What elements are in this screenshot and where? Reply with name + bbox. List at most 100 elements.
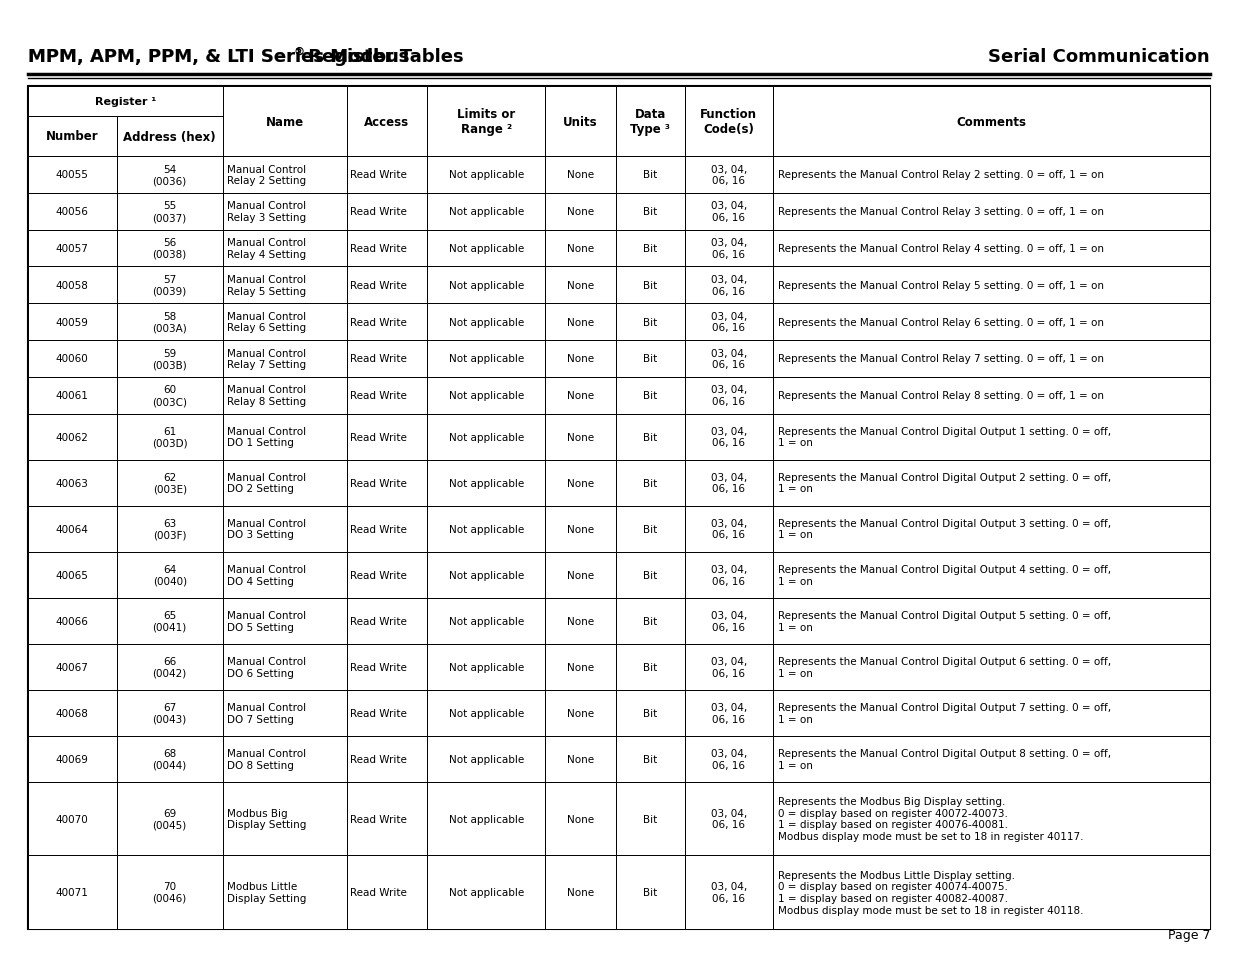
Bar [773,157,1210,193]
Bar [616,415,684,460]
Bar [28,552,116,598]
Bar [773,231,1210,267]
Bar [427,231,545,267]
Bar [222,644,347,690]
Text: 03, 04,
06, 16: 03, 04, 06, 16 [710,882,747,903]
Text: Bit: Bit [643,662,657,672]
Text: Modbus Little
Display Setting: Modbus Little Display Setting [227,882,306,903]
Bar [773,460,1210,506]
Text: Bit: Bit [643,355,657,364]
Text: Read Write: Read Write [350,171,406,180]
Bar [347,856,427,929]
Bar [116,856,222,929]
Bar [116,644,222,690]
Bar [427,736,545,782]
Text: Not applicable: Not applicable [448,814,524,823]
Bar [28,736,116,782]
Bar [773,644,1210,690]
Bar [427,690,545,736]
Bar [773,340,1210,377]
Bar [116,415,222,460]
Text: Represents the Manual Control Relay 7 setting. 0 = off, 1 = on: Represents the Manual Control Relay 7 se… [778,355,1104,364]
Text: Manual Control
Relay 8 Setting: Manual Control Relay 8 Setting [227,385,306,407]
Text: 40062: 40062 [56,433,89,442]
Text: Represents the Manual Control Relay 8 setting. 0 = off, 1 = on: Represents the Manual Control Relay 8 se… [778,391,1104,401]
Bar [545,231,616,267]
Bar [427,460,545,506]
Text: 40071: 40071 [56,887,89,897]
Bar [222,856,347,929]
Text: Manual Control
DO 1 Setting: Manual Control DO 1 Setting [227,426,306,448]
Bar [427,340,545,377]
Text: 03, 04,
06, 16: 03, 04, 06, 16 [710,518,747,540]
Bar [684,157,773,193]
Text: 59
(003B): 59 (003B) [152,348,186,370]
Bar [116,460,222,506]
Bar [616,856,684,929]
Text: Units: Units [563,115,598,129]
Text: None: None [567,754,594,764]
Text: Data
Type ³: Data Type ³ [630,108,671,136]
Bar [116,736,222,782]
Bar [545,87,616,157]
Text: Bit: Bit [643,280,657,291]
Bar [347,340,427,377]
Bar [545,644,616,690]
Text: 03, 04,
06, 16: 03, 04, 06, 16 [710,238,747,259]
Text: Represents the Manual Control Digital Output 4 setting. 0 = off,
1 = on: Represents the Manual Control Digital Ou… [778,564,1112,586]
Text: None: None [567,616,594,626]
Bar [222,690,347,736]
Bar [616,87,684,157]
Text: 03, 04,
06, 16: 03, 04, 06, 16 [710,564,747,586]
Text: 03, 04,
06, 16: 03, 04, 06, 16 [710,274,747,296]
Bar [222,415,347,460]
Text: Not applicable: Not applicable [448,244,524,253]
Bar [347,552,427,598]
Bar [616,304,684,340]
Text: Read Write: Read Write [350,207,406,217]
Text: Represents the Manual Control Digital Output 6 setting. 0 = off,
1 = on: Represents the Manual Control Digital Ou… [778,657,1112,678]
Bar [222,87,347,157]
Text: 56
(0038): 56 (0038) [153,238,186,259]
Bar [347,231,427,267]
Text: None: None [567,280,594,291]
Bar [545,193,616,231]
Bar [347,87,427,117]
Text: None: None [567,814,594,823]
Bar [28,193,116,231]
Text: Manual Control
DO 6 Setting: Manual Control DO 6 Setting [227,657,306,678]
Bar [222,193,347,231]
Text: Bit: Bit [643,708,657,718]
Text: Bit: Bit [643,244,657,253]
Text: Not applicable: Not applicable [448,616,524,626]
Text: Manual Control
Relay 2 Setting: Manual Control Relay 2 Setting [227,165,306,186]
Bar [545,377,616,415]
Text: 03, 04,
06, 16: 03, 04, 06, 16 [710,312,747,334]
Bar [545,690,616,736]
Bar [616,690,684,736]
Text: Represents the Manual Control Relay 2 setting. 0 = off, 1 = on: Represents the Manual Control Relay 2 se… [778,171,1104,180]
Bar [116,340,222,377]
Text: 03, 04,
06, 16: 03, 04, 06, 16 [710,385,747,407]
Text: 65
(0041): 65 (0041) [153,610,186,632]
Bar [222,506,347,552]
Bar [616,644,684,690]
Text: Bit: Bit [643,478,657,488]
Text: Function
Code(s): Function Code(s) [700,108,757,136]
Bar [222,782,347,856]
Text: Represents the Manual Control Relay 5 setting. 0 = off, 1 = on: Represents the Manual Control Relay 5 se… [778,280,1104,291]
Bar [616,552,684,598]
Text: Not applicable: Not applicable [448,478,524,488]
Bar [684,193,773,231]
Text: Not applicable: Not applicable [448,317,524,327]
Text: Represents the Manual Control Digital Output 7 setting. 0 = off,
1 = on: Represents the Manual Control Digital Ou… [778,702,1112,723]
Bar [222,157,347,193]
Bar [616,736,684,782]
Text: MPM, APM, PPM, & LTI Series Modbus: MPM, APM, PPM, & LTI Series Modbus [28,48,409,66]
Bar [773,736,1210,782]
Bar [222,304,347,340]
Bar [427,87,545,117]
Bar [28,304,116,340]
Text: Not applicable: Not applicable [448,207,524,217]
Text: Manual Control
DO 2 Setting: Manual Control DO 2 Setting [227,473,306,494]
